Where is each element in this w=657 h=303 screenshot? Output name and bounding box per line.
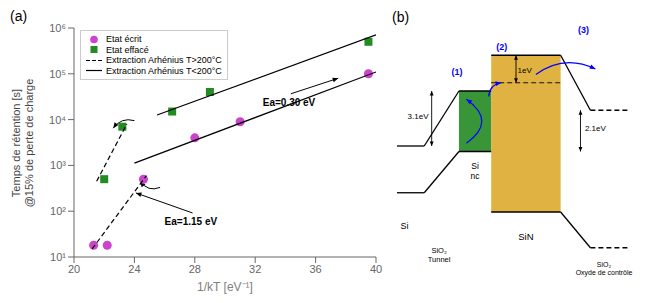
- svg-text:Si: Si: [400, 221, 408, 231]
- svg-text:28: 28: [189, 263, 201, 275]
- html-text:(a): (a): [10, 8, 28, 24]
- svg-text:10⁶: 10⁶: [49, 22, 66, 34]
- svg-text:Sinc: Sinc: [471, 161, 481, 181]
- html-text:Temps de rétention [s] @15% de: Temps de rétention [s] @15% de perte de …: [10, 78, 35, 207]
- svg-text:1/kT [eV⁻¹]: 1/kT [eV⁻¹]: [197, 280, 253, 294]
- svg-text:36: 36: [309, 263, 321, 275]
- svg-text:32: 32: [249, 263, 261, 275]
- svg-text:(3): (3): [578, 25, 589, 35]
- svg-text:SiN: SiN: [518, 231, 533, 242]
- svg-text:(1): (1): [452, 67, 463, 77]
- svg-text:10¹: 10¹: [50, 251, 66, 263]
- svg-text:40: 40: [370, 263, 382, 275]
- html-text:Etat écrit: Etat écrit: [106, 34, 142, 44]
- svg-text:10⁵: 10⁵: [49, 68, 66, 80]
- svg-text:10²: 10²: [50, 205, 66, 217]
- html-text:Etat effacé: Etat effacé: [106, 44, 149, 55]
- svg-text:SiO₂Oxyde de contrôle: SiO₂Oxyde de contrôle: [576, 261, 633, 277]
- svg-text:20: 20: [68, 263, 80, 275]
- html-text:Extraction Arhénius T>200°C: Extraction Arhénius T>200°C: [106, 55, 222, 65]
- svg-text:(2): (2): [496, 42, 507, 52]
- html-text:Extraction Arhénius T<200°C: Extraction Arhénius T<200°C: [106, 65, 222, 76]
- svg-text:10³: 10³: [50, 159, 66, 171]
- svg-text:SiO₂Tunnel: SiO₂Tunnel: [428, 246, 451, 264]
- svg-text:1eV: 1eV: [518, 66, 533, 75]
- svg-text:Ea=0.30 eV: Ea=0.30 eV: [263, 97, 316, 108]
- svg-text:10⁴: 10⁴: [49, 114, 66, 126]
- svg-text:3.1eV: 3.1eV: [408, 112, 430, 121]
- svg-text:2.1eV: 2.1eV: [585, 124, 607, 133]
- svg-text:24: 24: [128, 263, 140, 275]
- svg-text:Ea=1.15 eV: Ea=1.15 eV: [165, 216, 218, 227]
- svg-text:(b): (b): [392, 9, 409, 25]
